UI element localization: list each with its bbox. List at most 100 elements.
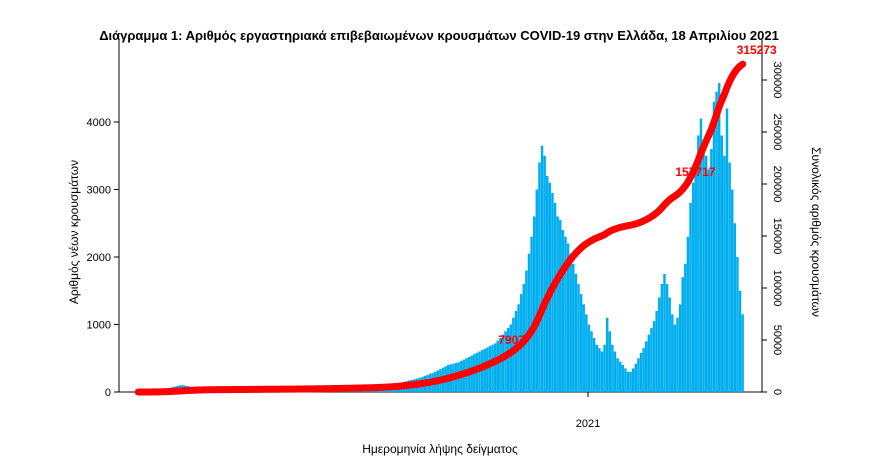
bar bbox=[736, 257, 739, 392]
bar bbox=[543, 155, 546, 392]
bar bbox=[488, 346, 492, 392]
y-right-tick-label: 50000 bbox=[771, 325, 783, 356]
bar bbox=[499, 338, 502, 392]
bar bbox=[629, 371, 632, 392]
x-axis-label: Ημερομηνία λήψης δείγματος bbox=[362, 442, 518, 456]
bar bbox=[530, 236, 533, 392]
bar bbox=[553, 203, 557, 392]
bar bbox=[647, 334, 651, 393]
bar bbox=[652, 321, 656, 393]
bar bbox=[483, 348, 486, 392]
bar bbox=[678, 304, 682, 392]
bar bbox=[493, 343, 497, 392]
bar bbox=[624, 368, 627, 393]
bar bbox=[730, 189, 734, 392]
y-axis-left-label: Αριθμός νέων κρουσμάτων bbox=[67, 160, 81, 304]
bar bbox=[582, 304, 585, 392]
bar bbox=[699, 118, 703, 393]
bar bbox=[639, 352, 643, 392]
bar bbox=[681, 277, 684, 392]
bar bbox=[535, 189, 539, 392]
y-left-tick-label: 2000 bbox=[87, 252, 111, 264]
line-annotation: 315273 bbox=[737, 43, 777, 57]
bar bbox=[564, 236, 567, 392]
bar bbox=[720, 135, 724, 392]
bar bbox=[658, 297, 661, 392]
bar bbox=[538, 162, 541, 392]
bar bbox=[506, 327, 510, 393]
bar bbox=[587, 324, 591, 392]
y-axis-right-label: Συνολικός αριθμός κρουσμάτων bbox=[809, 147, 823, 317]
y-right-tick-label: 0 bbox=[771, 389, 783, 395]
bar bbox=[569, 253, 572, 393]
bar bbox=[655, 311, 658, 392]
bar bbox=[598, 348, 601, 393]
bar bbox=[566, 243, 570, 392]
bar bbox=[509, 324, 513, 392]
bar bbox=[728, 162, 731, 392]
bar bbox=[707, 169, 710, 392]
bar bbox=[527, 253, 531, 393]
bar bbox=[717, 83, 721, 393]
bar bbox=[631, 368, 635, 393]
bar bbox=[712, 101, 716, 392]
bar bbox=[600, 351, 604, 392]
bar bbox=[715, 91, 718, 393]
bar bbox=[710, 149, 713, 392]
bar bbox=[738, 290, 742, 392]
bar bbox=[561, 230, 565, 392]
bar bbox=[725, 108, 729, 392]
bar bbox=[697, 135, 700, 392]
bar bbox=[501, 334, 505, 393]
bars-group bbox=[147, 83, 744, 393]
bar bbox=[613, 351, 617, 392]
bar bbox=[673, 324, 677, 392]
y-left-tick-label: 3000 bbox=[87, 185, 111, 197]
bar bbox=[689, 203, 692, 392]
bar bbox=[660, 284, 664, 392]
y-right-tick-label: 250000 bbox=[771, 114, 783, 151]
bar bbox=[634, 363, 638, 392]
bar bbox=[486, 347, 489, 392]
bar bbox=[616, 358, 619, 392]
bar bbox=[671, 314, 674, 393]
bar bbox=[676, 317, 679, 392]
bar bbox=[595, 344, 598, 392]
y-left-tick-label: 4000 bbox=[87, 117, 111, 129]
bar bbox=[665, 284, 669, 392]
bar bbox=[504, 331, 507, 392]
bar bbox=[592, 338, 596, 392]
bar bbox=[496, 340, 499, 392]
y-left-tick-label: 0 bbox=[105, 387, 111, 399]
bar bbox=[663, 273, 666, 393]
bar bbox=[590, 331, 593, 392]
bar bbox=[626, 371, 630, 392]
y-right-tick-label: 150000 bbox=[771, 218, 783, 255]
bar bbox=[556, 216, 559, 392]
bar bbox=[702, 142, 705, 392]
bar bbox=[618, 361, 622, 393]
bar bbox=[605, 317, 609, 392]
x-tick-label: 2021 bbox=[576, 418, 600, 430]
cumulative-line bbox=[134, 60, 747, 396]
y-right-tick-label: 300000 bbox=[771, 62, 783, 99]
bar bbox=[603, 344, 606, 392]
bar bbox=[691, 182, 695, 392]
bar bbox=[642, 348, 645, 393]
bar bbox=[694, 162, 697, 392]
bar bbox=[491, 344, 494, 392]
bar bbox=[532, 216, 536, 392]
bar bbox=[645, 341, 648, 393]
bar bbox=[741, 314, 744, 393]
bar bbox=[723, 155, 726, 392]
bar bbox=[579, 294, 583, 393]
line-annotation: 7907 bbox=[498, 333, 525, 347]
bar bbox=[684, 263, 687, 392]
y-right-tick-label: 200000 bbox=[771, 166, 783, 203]
bar bbox=[559, 219, 562, 393]
bar bbox=[637, 358, 640, 392]
bar bbox=[621, 365, 625, 392]
bar bbox=[650, 327, 653, 393]
